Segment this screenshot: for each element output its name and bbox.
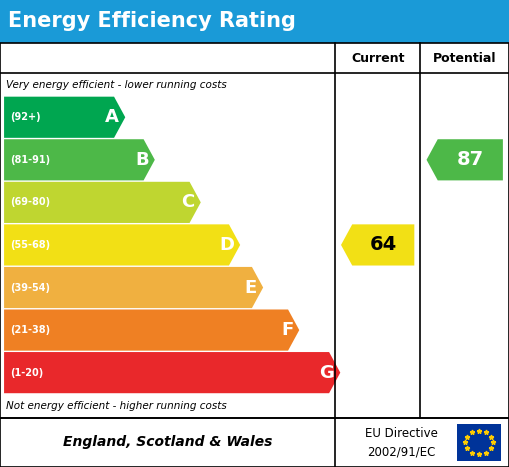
Text: B: B <box>135 151 149 169</box>
Bar <box>0 418 509 467</box>
Text: Energy Efficiency Rating: Energy Efficiency Rating <box>8 12 296 31</box>
Text: (21-38): (21-38) <box>10 325 50 335</box>
Polygon shape <box>4 97 125 138</box>
Text: 2002/91/EC: 2002/91/EC <box>367 446 435 459</box>
Text: (1-20): (1-20) <box>10 368 43 378</box>
Polygon shape <box>4 182 201 223</box>
Text: 64: 64 <box>370 235 397 255</box>
Polygon shape <box>4 310 299 351</box>
Text: Very energy efficient - lower running costs: Very energy efficient - lower running co… <box>6 80 227 90</box>
Text: 87: 87 <box>457 150 484 170</box>
Text: (39-54): (39-54) <box>10 283 50 292</box>
Text: EU Directive: EU Directive <box>364 427 438 440</box>
Text: England, Scotland & Wales: England, Scotland & Wales <box>63 436 272 449</box>
Bar <box>0 0 509 43</box>
Text: Potential: Potential <box>433 52 496 64</box>
Text: (55-68): (55-68) <box>10 240 50 250</box>
Polygon shape <box>4 139 155 180</box>
Text: C: C <box>181 193 194 212</box>
Text: A: A <box>105 108 119 126</box>
Polygon shape <box>4 224 240 266</box>
Text: Current: Current <box>351 52 405 64</box>
Text: Not energy efficient - higher running costs: Not energy efficient - higher running co… <box>6 401 227 411</box>
Polygon shape <box>4 352 341 393</box>
Text: D: D <box>219 236 234 254</box>
Text: (92+): (92+) <box>10 112 41 122</box>
Polygon shape <box>427 139 503 180</box>
Polygon shape <box>341 224 414 266</box>
Text: G: G <box>319 364 334 382</box>
Polygon shape <box>4 267 263 308</box>
Text: (81-91): (81-91) <box>10 155 50 165</box>
Text: (69-80): (69-80) <box>10 198 50 207</box>
Bar <box>0 43 509 418</box>
Bar <box>457 424 501 461</box>
Text: F: F <box>281 321 293 339</box>
Text: E: E <box>245 278 257 297</box>
